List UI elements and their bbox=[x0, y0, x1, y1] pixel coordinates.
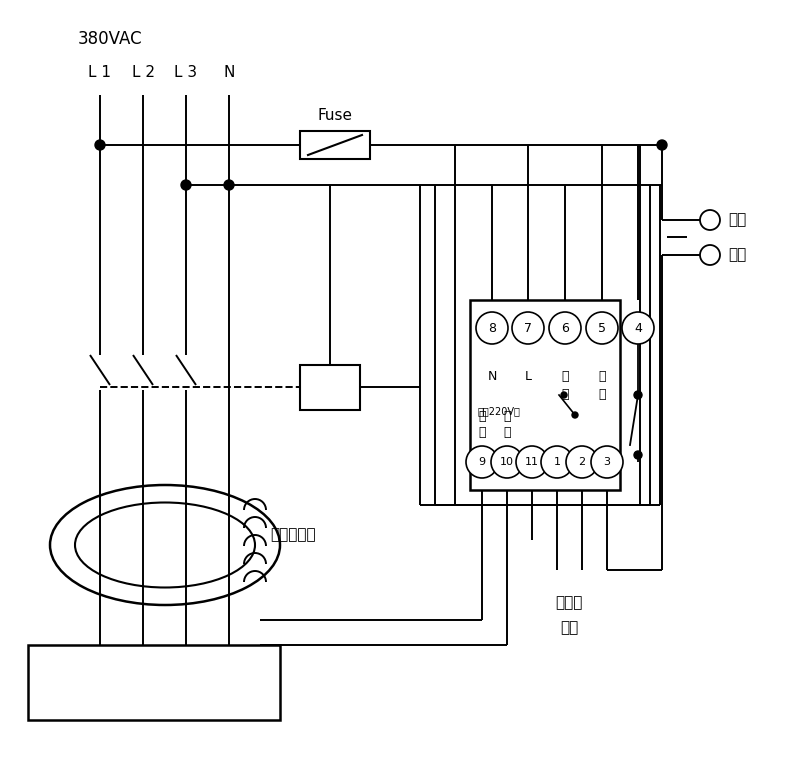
Circle shape bbox=[700, 245, 720, 265]
Text: 試: 試 bbox=[562, 370, 569, 383]
Bar bbox=[300, 131, 370, 159]
Text: L 3: L 3 bbox=[174, 65, 198, 80]
Text: 號: 號 bbox=[503, 426, 510, 439]
Circle shape bbox=[566, 446, 598, 478]
Text: Fuse: Fuse bbox=[318, 108, 353, 123]
Text: KM: KM bbox=[318, 380, 342, 394]
Circle shape bbox=[634, 451, 642, 459]
Text: 信: 信 bbox=[478, 410, 486, 423]
Circle shape bbox=[634, 391, 642, 399]
Text: 9: 9 bbox=[478, 457, 486, 467]
Text: 用户设备: 用户设备 bbox=[133, 673, 175, 691]
Text: 號: 號 bbox=[478, 426, 486, 439]
Circle shape bbox=[224, 180, 234, 190]
Circle shape bbox=[491, 446, 523, 478]
Text: 2: 2 bbox=[578, 457, 586, 467]
Circle shape bbox=[476, 312, 508, 344]
Text: L 1: L 1 bbox=[89, 65, 111, 80]
Text: 3: 3 bbox=[603, 457, 610, 467]
Circle shape bbox=[591, 446, 623, 478]
Text: 6: 6 bbox=[561, 322, 569, 334]
Text: 380VAC: 380VAC bbox=[78, 30, 142, 48]
Circle shape bbox=[622, 312, 654, 344]
Text: 1: 1 bbox=[554, 457, 561, 467]
Text: 4: 4 bbox=[634, 322, 642, 334]
Text: 零序互感器: 零序互感器 bbox=[270, 527, 316, 543]
Text: N: N bbox=[223, 65, 234, 80]
Text: 电源220V～: 电源220V～ bbox=[478, 406, 521, 416]
Text: 5: 5 bbox=[598, 322, 606, 334]
Text: 8: 8 bbox=[488, 322, 496, 334]
Text: 驗: 驗 bbox=[598, 388, 606, 401]
Circle shape bbox=[466, 446, 498, 478]
Circle shape bbox=[572, 412, 578, 418]
Circle shape bbox=[700, 210, 720, 230]
Text: 10: 10 bbox=[500, 457, 514, 467]
Text: 开关: 开关 bbox=[728, 248, 746, 262]
Bar bbox=[470, 300, 620, 490]
Bar bbox=[300, 365, 360, 410]
Text: 7: 7 bbox=[524, 322, 532, 334]
Text: 信: 信 bbox=[503, 410, 510, 423]
Text: 驗: 驗 bbox=[562, 388, 569, 401]
Circle shape bbox=[586, 312, 618, 344]
Circle shape bbox=[516, 446, 548, 478]
Text: 接声光: 接声光 bbox=[555, 595, 582, 610]
Text: 11: 11 bbox=[525, 457, 539, 467]
Text: N: N bbox=[487, 370, 497, 383]
Bar bbox=[28, 645, 280, 720]
Circle shape bbox=[549, 312, 581, 344]
Text: 报警: 报警 bbox=[560, 620, 578, 635]
Text: 自锁: 自锁 bbox=[728, 212, 746, 227]
Text: L 2: L 2 bbox=[131, 65, 154, 80]
Circle shape bbox=[95, 140, 105, 150]
Circle shape bbox=[561, 392, 567, 398]
Circle shape bbox=[512, 312, 544, 344]
Circle shape bbox=[181, 180, 191, 190]
Circle shape bbox=[541, 446, 573, 478]
Text: 試: 試 bbox=[598, 370, 606, 383]
Text: L: L bbox=[525, 370, 531, 383]
Circle shape bbox=[657, 140, 667, 150]
